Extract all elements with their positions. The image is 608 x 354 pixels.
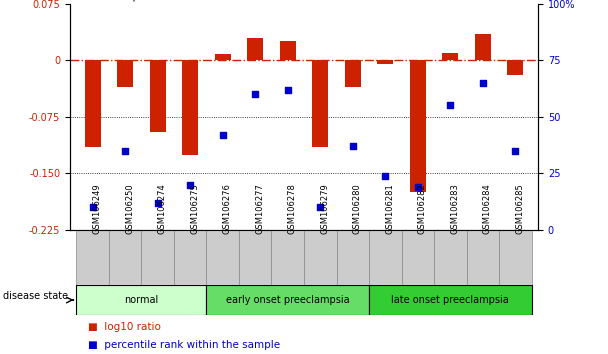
Text: ■  percentile rank within the sample: ■ percentile rank within the sample xyxy=(88,340,280,350)
Bar xyxy=(280,41,296,60)
Bar xyxy=(117,60,133,87)
Text: GSM106250: GSM106250 xyxy=(125,184,134,234)
Text: early onset preeclampsia: early onset preeclampsia xyxy=(226,295,350,305)
Bar xyxy=(442,53,458,60)
Bar xyxy=(304,230,336,285)
Text: GSM106275: GSM106275 xyxy=(190,184,199,234)
Bar xyxy=(109,230,142,285)
Bar xyxy=(377,60,393,64)
Point xyxy=(88,205,97,210)
Text: GSM106277: GSM106277 xyxy=(255,184,264,234)
Bar xyxy=(434,230,466,285)
Text: normal: normal xyxy=(124,295,159,305)
Text: GSM106249: GSM106249 xyxy=(92,184,102,234)
Point xyxy=(120,148,130,154)
Bar xyxy=(207,230,239,285)
Bar xyxy=(410,60,426,192)
Bar xyxy=(174,230,207,285)
Point xyxy=(316,205,325,210)
Bar xyxy=(85,60,101,147)
Point xyxy=(348,143,358,149)
Bar xyxy=(150,60,166,132)
Text: disease state: disease state xyxy=(3,291,68,302)
Text: GSM106278: GSM106278 xyxy=(288,184,297,234)
Point xyxy=(381,173,390,178)
Bar xyxy=(466,230,499,285)
Text: late onset preeclampsia: late onset preeclampsia xyxy=(392,295,509,305)
Bar xyxy=(77,230,109,285)
Point xyxy=(283,87,292,92)
Point xyxy=(511,148,520,154)
Bar xyxy=(336,230,369,285)
Bar xyxy=(247,38,263,60)
Text: GSM106282: GSM106282 xyxy=(418,184,427,234)
Bar xyxy=(507,60,523,75)
Text: GSM106274: GSM106274 xyxy=(157,184,167,234)
Text: GSM106283: GSM106283 xyxy=(451,184,459,234)
Bar xyxy=(345,60,361,87)
Point xyxy=(153,200,162,206)
Bar xyxy=(272,230,304,285)
Bar xyxy=(239,230,272,285)
Text: GSM106280: GSM106280 xyxy=(353,184,362,234)
Text: GSM106276: GSM106276 xyxy=(223,184,232,234)
Bar xyxy=(312,60,328,147)
Text: GSM106285: GSM106285 xyxy=(516,184,524,234)
Text: ■  log10 ratio: ■ log10 ratio xyxy=(88,322,161,332)
Bar xyxy=(401,230,434,285)
Point xyxy=(218,132,227,138)
Bar xyxy=(207,285,369,315)
Text: GSM106281: GSM106281 xyxy=(385,184,394,234)
Bar xyxy=(182,60,198,155)
Point xyxy=(478,80,488,86)
Bar xyxy=(499,230,531,285)
Bar xyxy=(142,230,174,285)
Bar xyxy=(369,230,401,285)
Bar xyxy=(369,285,531,315)
Bar xyxy=(77,285,207,315)
Bar xyxy=(215,54,231,60)
Text: GDS2080 / 39065: GDS2080 / 39065 xyxy=(70,0,181,2)
Text: GSM106284: GSM106284 xyxy=(483,184,492,234)
Point xyxy=(413,184,423,190)
Point xyxy=(185,182,195,188)
Bar xyxy=(475,34,491,60)
Text: GSM106279: GSM106279 xyxy=(320,184,330,234)
Point xyxy=(250,91,260,97)
Point xyxy=(446,103,455,108)
